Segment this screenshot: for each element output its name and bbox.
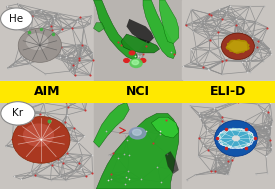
Polygon shape <box>96 113 179 189</box>
Polygon shape <box>143 0 176 59</box>
Polygon shape <box>219 129 255 149</box>
Polygon shape <box>219 128 254 147</box>
Polygon shape <box>226 40 248 53</box>
Polygon shape <box>229 41 248 52</box>
Bar <box>94 0 182 189</box>
Polygon shape <box>160 0 179 43</box>
Bar <box>182 94 275 189</box>
Polygon shape <box>151 117 179 138</box>
Circle shape <box>129 51 135 55</box>
Polygon shape <box>218 128 253 147</box>
Circle shape <box>1 8 32 30</box>
Ellipse shape <box>221 33 254 60</box>
Polygon shape <box>220 128 255 148</box>
Text: Kr: Kr <box>12 108 23 118</box>
Polygon shape <box>226 40 249 53</box>
Ellipse shape <box>214 120 257 156</box>
Polygon shape <box>219 130 251 147</box>
Polygon shape <box>219 129 251 146</box>
Polygon shape <box>94 102 129 147</box>
Polygon shape <box>227 39 249 52</box>
Polygon shape <box>165 151 179 174</box>
Polygon shape <box>226 40 250 53</box>
Polygon shape <box>94 0 138 60</box>
Polygon shape <box>220 131 252 148</box>
Ellipse shape <box>18 28 62 62</box>
Circle shape <box>233 136 239 141</box>
Polygon shape <box>217 128 253 148</box>
Text: He: He <box>9 14 24 24</box>
Circle shape <box>132 60 139 65</box>
Circle shape <box>140 59 146 62</box>
Text: ELI-D: ELI-D <box>210 85 246 98</box>
Circle shape <box>1 102 35 125</box>
Circle shape <box>133 129 141 135</box>
Bar <box>182 0 275 79</box>
Circle shape <box>124 59 129 62</box>
Polygon shape <box>227 40 248 52</box>
Polygon shape <box>219 130 251 147</box>
Bar <box>0 94 100 189</box>
Polygon shape <box>229 40 249 53</box>
Text: AIM: AIM <box>34 85 60 98</box>
Polygon shape <box>227 40 248 52</box>
Ellipse shape <box>26 33 48 50</box>
Polygon shape <box>126 19 154 43</box>
Circle shape <box>129 128 146 139</box>
Circle shape <box>130 59 142 67</box>
Polygon shape <box>94 23 104 32</box>
Ellipse shape <box>12 116 70 163</box>
Polygon shape <box>222 129 253 147</box>
Ellipse shape <box>23 123 54 147</box>
Polygon shape <box>221 129 254 148</box>
Text: NCI: NCI <box>125 85 150 98</box>
Polygon shape <box>217 129 252 149</box>
Bar <box>0 81 275 102</box>
Polygon shape <box>121 34 160 53</box>
Bar <box>0 0 100 79</box>
